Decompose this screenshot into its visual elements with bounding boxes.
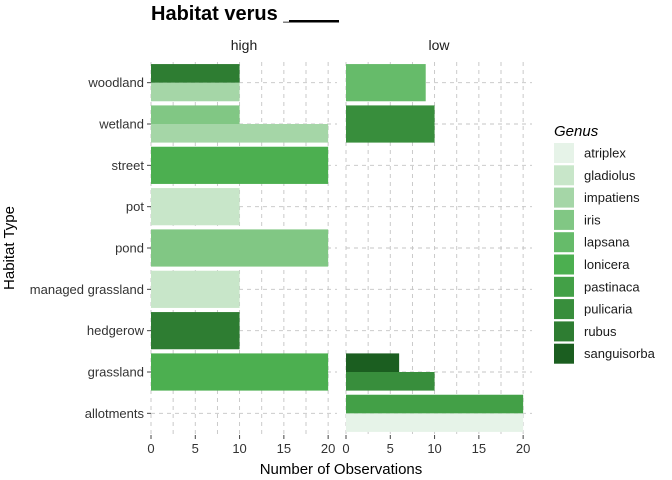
facet-panel-high: high [150,37,337,434]
x-tick-label: 0 [147,441,154,456]
legend-key-gladiolus [554,165,574,186]
x-tick-label: 20 [516,441,530,456]
bar-high-grassland-lonicera [151,353,329,391]
bar-high-hedgerow-rubus [151,312,240,350]
y-tick-label: pond [115,241,144,256]
x-tick-label: 0 [342,441,349,456]
bar-high-street-lonicera [151,146,329,184]
legend-key-lapsana [554,232,574,253]
x-tick-label: 10 [232,441,246,456]
legend-label-lonicera: lonicera [584,257,630,272]
legend-key-sanguisorba [554,343,574,364]
legend: Genus atriplex gladiolus impatiens iris laps… [554,123,656,364]
legend-label-rubus: rubus [584,324,617,339]
legend-label-pastinaca: pastinaca [584,279,640,294]
chart-title: Habitat verus _____ [151,3,340,25]
x-tick-label: 5 [387,441,394,456]
y-tick-label: pot [126,199,144,214]
bar-low-allotments-pastinaca [346,394,524,414]
bar-high-pot-gladiolus [151,188,240,226]
chart-panels: high low [150,37,532,434]
bar-high-wetland-impatiens [151,124,329,143]
bar-high-woodland-impatiens [151,82,240,102]
legend-label-sanguisorba: sanguisorba [584,346,656,361]
legend-key-lonicera [554,254,574,275]
x-tick-label: 20 [321,441,335,456]
bar-high-managed-grassland-gladiolus [151,270,240,308]
y-axis-title: Habitat Type [1,206,18,290]
legend-items: atriplex gladiolus impatiens iris lapsana lon… [554,143,656,364]
legend-key-pulicaria [554,299,574,320]
x-tick-label: 15 [277,441,291,456]
legend-label-lapsana: lapsana [584,235,630,250]
x-tick-label: 5 [192,441,199,456]
y-tick-label: hedgerow [87,323,145,338]
x-tick-label: 15 [472,441,486,456]
legend-label-iris: iris [584,212,601,227]
legend-label-gladiolus: gladiolus [584,168,636,183]
legend-key-pastinaca [554,276,574,297]
x-axis-title: Number of Observations [260,461,423,478]
y-tick-label: grassland [88,365,144,380]
y-tick-label: managed grassland [30,282,144,297]
y-axis: allotments grassland hedgerow managed grass… [30,75,151,421]
bar-low-grassland-pulicaria [346,372,435,391]
bar-low-grassland-sanguisorba [346,353,400,372]
y-tick-label: street [111,158,144,173]
legend-key-iris [554,209,574,230]
bar-high-pond-iris [151,229,329,267]
facet-strip-label: low [428,37,450,53]
bar-high-wetland-iris [151,105,240,124]
legend-key-atriplex [554,143,574,163]
y-tick-label: wetland [98,117,144,132]
legend-label-impatiens: impatiens [584,190,640,205]
legend-title: Genus [554,123,599,140]
bar-low-wetland-pulicaria [346,105,435,143]
y-tick-label: woodland [87,75,144,90]
legend-label-pulicaria: pulicaria [584,302,633,317]
facet-panel-low: low [345,37,532,434]
x-axis: 0 5 10 15 20 0 5 10 15 20 [147,435,530,456]
x-tick-label: 10 [427,441,441,456]
facet-strip-label: high [231,37,257,53]
bar-high-woodland-rubus [151,64,240,83]
bar-low-woodland-lapsana [346,64,426,102]
legend-key-impatiens [554,187,574,208]
bar-low-allotments-atriplex [346,413,524,432]
legend-label-atriplex: atriplex [584,146,626,161]
y-tick-label: allotments [85,406,145,421]
legend-key-rubus [554,321,574,342]
